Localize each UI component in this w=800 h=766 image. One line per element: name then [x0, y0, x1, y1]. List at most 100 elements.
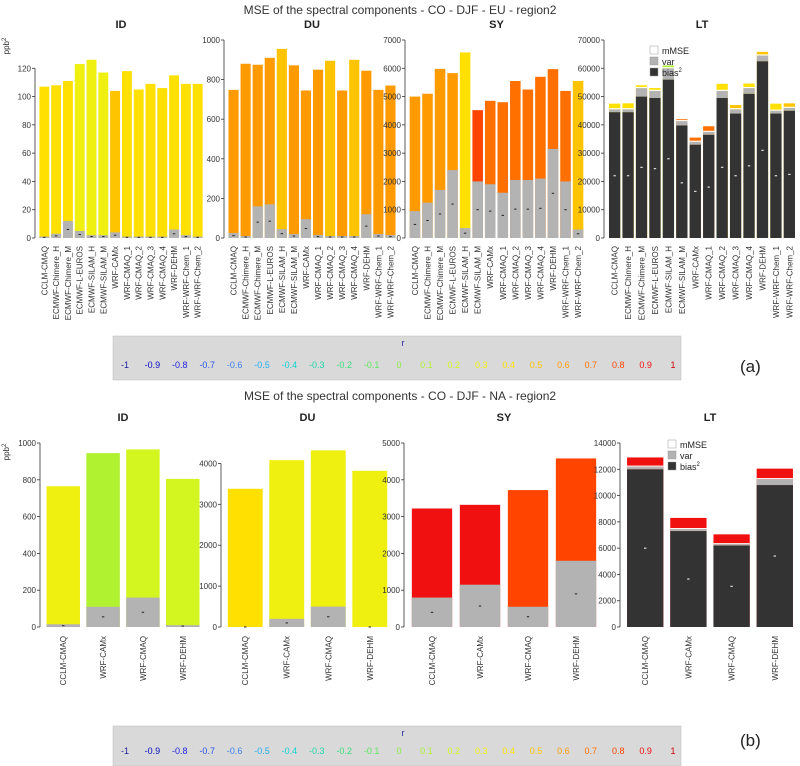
r-legend-value: -0.4 — [282, 746, 298, 756]
category-label: WRF-CAMx — [486, 246, 495, 289]
category-label: ECMWF-SILAM_H — [88, 246, 97, 313]
panel-title: DU — [304, 19, 320, 31]
bar-var-WRF-CMAQ_4 — [743, 88, 755, 94]
bar-bias-WRF-CMAQ_2 — [716, 97, 728, 238]
category-label: ECMWF-Chimere_H — [242, 246, 251, 320]
category-label: WRF-CMAQ — [324, 636, 333, 681]
category-label: WRF-DEHM — [366, 636, 375, 681]
category-label: WRF-CMAQ_4 — [158, 245, 167, 299]
y-tick-label: 60 — [22, 149, 31, 158]
legend-swatch — [649, 45, 659, 55]
bar-total-WRF-DEHM — [169, 75, 180, 238]
y-tick-label: 70000 — [578, 36, 601, 45]
bar-total-WRF-CAMx — [269, 460, 305, 627]
bar-total-ECMWF-SILAM_M — [98, 72, 109, 239]
y-tick-label: 5000 — [382, 439, 400, 448]
r-legend-value: -0.7 — [199, 360, 215, 370]
bar-total-CCLM-CMAQ — [409, 96, 421, 238]
bar-total-WRF-CMAQ_4 — [535, 76, 546, 239]
chart-title-a: MSE of the spectral components - CO - DJ… — [244, 3, 557, 17]
bar-var-WRF-DEHM — [756, 479, 793, 486]
category-label: WRF-WRF-Chem_1 — [374, 245, 383, 318]
r-legend-value: -0.8 — [172, 360, 188, 370]
chart-title-b: MSE of the spectral components - CO - DJ… — [244, 389, 556, 403]
y-tick-label: 0 — [397, 234, 402, 243]
y-tick-label: 10000 — [578, 206, 601, 215]
bar-var-CCLM-CMAQ — [608, 109, 621, 113]
r-legend-value: -0.9 — [145, 746, 161, 756]
category-label: CCLM-CMAQ — [40, 246, 49, 295]
panel-title: LT — [704, 412, 717, 424]
y-tick-label: 120 — [18, 64, 32, 73]
category-label: WRF-WRF-Chem_2 — [785, 245, 794, 318]
bar-total-WRF-CMAQ_3 — [522, 89, 534, 238]
y-tick-label: 14000 — [594, 439, 617, 448]
category-label: WRF-CMAQ_3 — [338, 245, 347, 299]
r-legend-value: 0.1 — [420, 360, 433, 370]
bar-mmse-WRF-CMAQ_4 — [743, 86, 755, 89]
r-legend-value: 0.5 — [530, 746, 543, 756]
bar-total-WRF-CMAQ_2 — [510, 81, 521, 238]
y-tick-label: 2000 — [199, 541, 217, 550]
bar-total-WRF-WRF-Chem_1 — [373, 89, 384, 238]
bar-total-WRF-CMAQ_2 — [133, 89, 144, 238]
bar-mmse-WRF-DEHM — [756, 478, 793, 480]
bar-total-ECMWF-L-EUROS — [264, 57, 275, 238]
panel-sy-a: SY 0 1000 2000 3000 4000 5000 6000 7000 CCLM-CMAQ… — [383, 19, 584, 321]
category-label: WRF-WRF-Chem_1 — [182, 245, 191, 318]
category-label: CCLM-CMAQ — [59, 636, 68, 685]
bar-total-WRF-CMAQ — [507, 490, 549, 627]
r-color-legend-b: r -1 -0.9 -0.8 -0.7 -0.6 -0.5 -0.4 -0.3 -0.2 -0.1 0… — [112, 725, 682, 766]
legend-superscript: 2 — [679, 68, 683, 74]
category-label: ECMWF-SILAM_H — [278, 246, 287, 313]
r-legend-value: 1 — [670, 360, 675, 370]
category-label: CCLM-CMAQ — [611, 246, 620, 295]
y-tick-label: 30000 — [578, 149, 601, 158]
bar-bias-ECMWF-SILAM_M — [676, 125, 688, 238]
y-tick-label: 4000 — [199, 459, 217, 468]
r-legend-value: 0.3 — [475, 746, 488, 756]
bar-total-WRF-CAMx — [484, 100, 496, 238]
bar-total-WRF-WRF-Chem_1 — [180, 83, 191, 238]
category-label: WRF-DEHM — [771, 636, 780, 681]
y-tick-label: 80 — [22, 121, 31, 130]
legend-superscript: 2 — [697, 462, 701, 468]
category-label: ECMWF-L-EUROS — [449, 246, 458, 314]
y-tick-label: 0 — [612, 623, 617, 632]
y-tick-label: 4000 — [598, 570, 616, 579]
bar-mmse-ECMWF-Chimere_M — [635, 86, 648, 89]
r-legend-value: 0.3 — [475, 360, 488, 370]
bar-total-WRF-CMAQ_2 — [325, 60, 336, 238]
r-legend-value: 0.5 — [530, 360, 543, 370]
y-tick-label: 1000 — [202, 36, 220, 45]
bar-mmse-CCLM-CMAQ — [608, 108, 621, 110]
y-axis-label-a: ppb2 — [2, 37, 11, 54]
r-color-legend-a: r -1 -0.9 -0.8 -0.7 -0.6 -0.5 -0.4 -0.3 -0.2 -0.1 0… — [112, 335, 682, 381]
r-legend-value: 0.1 — [420, 746, 433, 756]
figure-label-b: (b) — [740, 731, 761, 750]
category-label: WRF-DEHM — [170, 246, 179, 291]
legend-swatch — [667, 461, 677, 471]
bar-total-ECMWF-SILAM_H — [86, 59, 97, 238]
legend-swatch — [667, 439, 677, 449]
r-legend-value: 0.2 — [448, 746, 461, 756]
bar-total-CCLM-CMAQ — [227, 488, 263, 627]
y-tick-label: 5000 — [383, 93, 401, 102]
y-axis-label-b: ppb2 — [2, 443, 11, 460]
bar-mmse-WRF-WRF-Chem_1 — [770, 109, 782, 111]
category-label: ECMWF-Chimere_H — [624, 246, 633, 320]
y-tick-label: 6000 — [383, 64, 401, 73]
y-tick-label: 4000 — [382, 476, 400, 485]
y-tick-label: 20000 — [578, 177, 601, 186]
bar-total-WRF-CMAQ_3 — [145, 83, 156, 238]
bar-total-WRF-WRF-Chem_2 — [192, 83, 203, 238]
bar-var-ECMWF-Chimere_M — [635, 88, 648, 97]
bar-bias-WRF-DEHM — [756, 61, 769, 238]
category-label: ECMWF-Chimere_M — [436, 246, 445, 321]
bar-mmse-ECMWF-L-EUROS — [649, 89, 661, 91]
category-label: WRF-DEHM — [572, 636, 581, 681]
r-legend-value: -0.8 — [172, 746, 188, 756]
